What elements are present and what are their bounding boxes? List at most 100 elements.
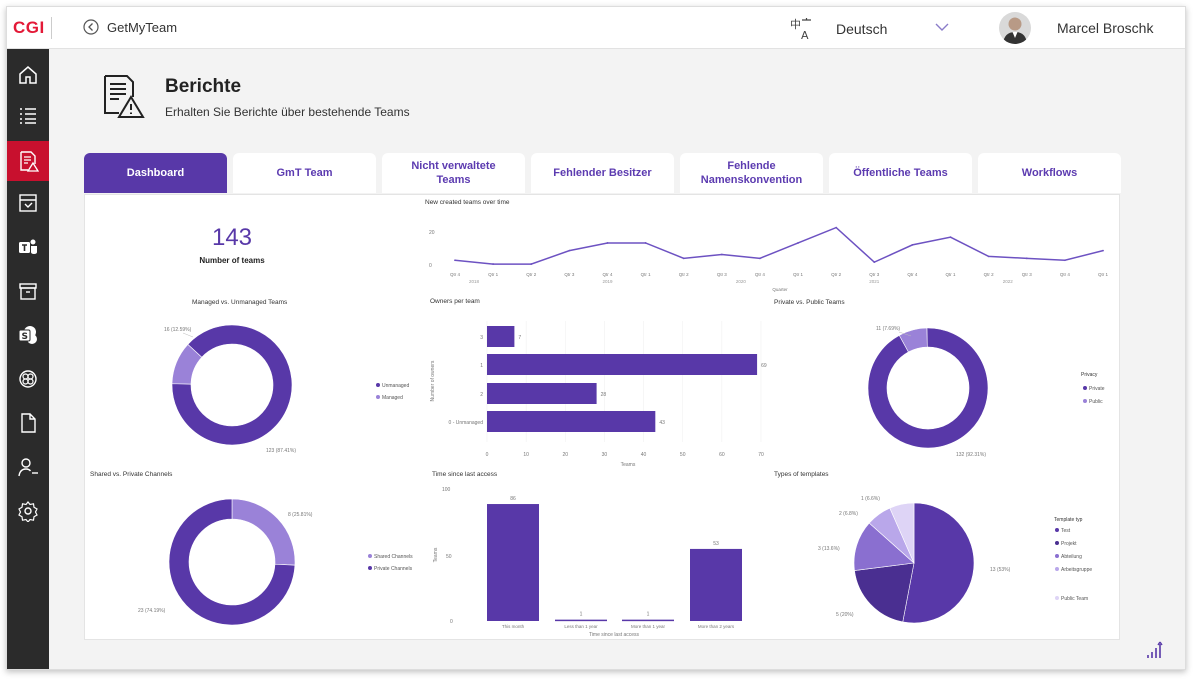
teams-icon[interactable]: [7, 227, 49, 267]
signal-icon[interactable]: [1145, 639, 1167, 661]
year-label: 2019: [602, 279, 613, 284]
legend-label: Arbeitsgruppe: [1061, 567, 1092, 573]
managed-donut: 16 (12.59%) 123 (87.41%): [164, 324, 296, 454]
y-tick: 100: [442, 487, 451, 493]
x-tick-label: 70: [758, 452, 764, 458]
archive-icon[interactable]: [7, 271, 49, 311]
year-label: 2018: [469, 279, 480, 284]
logo-divider: [51, 17, 52, 39]
y-tick-label: 1: [480, 363, 483, 369]
legend-label: Abteilung: [1061, 554, 1082, 560]
column-0: [487, 504, 539, 621]
managed-chart-title: Managed vs. Unmanaged Teams: [192, 299, 288, 306]
language-selector[interactable]: Deutsch: [836, 21, 888, 37]
x-tick-label: Qtr 4: [755, 272, 765, 277]
y-tick: 20: [429, 230, 435, 236]
legend-swatch: [1083, 386, 1087, 390]
data-point: [911, 243, 914, 246]
data-label: 86: [510, 496, 516, 502]
slice-private-channels: [168, 498, 296, 626]
svg-text:中: 中: [790, 18, 801, 31]
x-axis-label: Teams: [621, 462, 636, 468]
back-icon[interactable]: [83, 19, 99, 35]
y-tick: 0: [450, 619, 453, 625]
leader-line: [182, 332, 194, 338]
tab-workflows[interactable]: Workflows: [978, 153, 1121, 193]
tab-gmt-team[interactable]: GmT Team: [233, 153, 376, 193]
data-point: [606, 242, 609, 244]
data-point: [835, 226, 838, 229]
apps-icon[interactable]: [7, 359, 49, 399]
x-axis-label: Time since last access: [589, 632, 640, 638]
sharepoint-icon[interactable]: S: [7, 315, 49, 355]
home-icon[interactable]: [7, 55, 49, 95]
x-tick-label: Qtr 4: [1060, 272, 1070, 277]
line-series: [454, 226, 1104, 265]
data-point: [720, 253, 723, 256]
data-label: 8 (25.81%): [288, 512, 313, 518]
y-tick-label: 3: [480, 335, 483, 341]
data-label: 16 (12.59%): [164, 327, 192, 333]
legend-swatch: [1055, 554, 1059, 558]
avatar[interactable]: [999, 12, 1031, 44]
legend-label: Private Channels: [374, 566, 413, 572]
data-label: 69: [761, 363, 767, 369]
legend-swatch: [368, 554, 372, 558]
data-label: 2 (6.8%): [839, 511, 858, 517]
owners-bar-chart: 0 10 20 30 40 50 60 70 3 7 1 69 2 28 0 - Unmanaged 43 Te…: [376, 321, 767, 468]
translate-icon[interactable]: 中A: [789, 16, 815, 42]
user-remove-icon[interactable]: [7, 447, 49, 487]
legend-label: Test: [1061, 528, 1071, 534]
bar-1: [487, 354, 758, 375]
tab-fehlende-namenskonvention[interactable]: Fehlende Namenskonvention: [680, 153, 823, 193]
y-tick: 50: [446, 554, 452, 560]
tab-fehlender-besitzer[interactable]: Fehlender Besitzer: [531, 153, 674, 193]
data-point: [492, 263, 495, 265]
report-warning-icon: [104, 75, 145, 118]
data-point: [759, 257, 761, 260]
x-tick-label: Qtr 2: [526, 272, 536, 277]
data-label: 23 (74.19%): [138, 608, 166, 614]
data-label: 132 (92.31%): [956, 452, 986, 458]
year-label: 2021: [869, 279, 880, 284]
data-label: 28: [601, 392, 607, 398]
slice-projekt: [854, 562, 915, 623]
legend-label: Projekt: [1061, 541, 1077, 547]
form-icon[interactable]: [7, 183, 49, 223]
legend-title: Template typ: [1054, 517, 1083, 523]
list-icon[interactable]: [7, 95, 49, 135]
settings-icon[interactable]: [7, 491, 49, 531]
y-axis-label: Number of owners: [430, 360, 436, 401]
data-label: 3 (13.6%): [818, 546, 840, 552]
data-label: 43: [659, 420, 665, 426]
svg-text:A: A: [801, 29, 809, 42]
templates-pie: 13 (53%) 5 (20%) 3 (13.6%) 2 (6.8%) 1 (6.6%)…: [818, 496, 1092, 624]
data-label: 5 (20%): [836, 612, 854, 618]
leader-line: [898, 331, 912, 337]
legend-swatch: [1083, 399, 1087, 403]
channels-donut: 8 (25.81%) 23 (74.19%) Shared Channels Priv…: [138, 498, 413, 626]
column-3: [690, 548, 742, 621]
legend-swatch: [376, 395, 380, 399]
bar-3: [487, 411, 656, 432]
legend-swatch: [376, 383, 380, 387]
document-icon[interactable]: [7, 403, 49, 443]
x-tick-label: Qtr 2: [984, 272, 994, 277]
data-point: [987, 255, 990, 258]
tab-nicht-verwaltete-teams[interactable]: Nicht verwaltete Teams: [382, 153, 525, 193]
brand-logo[interactable]: CGI: [13, 18, 45, 37]
tab-dashboard[interactable]: Dashboard: [84, 153, 227, 193]
x-tick-label: 10: [523, 452, 529, 458]
data-label: 13 (53%): [990, 567, 1011, 573]
report-icon[interactable]: [7, 141, 49, 181]
tab-oeffentliche-teams[interactable]: Öffentliche Teams: [829, 153, 972, 193]
privacy-donut: 11 (7.69%) 132 (92.31%) Privacy Private Publ…: [867, 326, 1105, 458]
app-title[interactable]: GetMyTeam: [107, 20, 178, 35]
chevron-down-icon[interactable]: [935, 22, 949, 32]
data-point: [1063, 259, 1066, 262]
column-1: [555, 619, 607, 622]
x-tick-label: Qtr 4: [602, 272, 612, 277]
user-name[interactable]: Marcel Broschk: [1057, 20, 1154, 36]
access-chart-title: Time since last access: [432, 471, 498, 478]
